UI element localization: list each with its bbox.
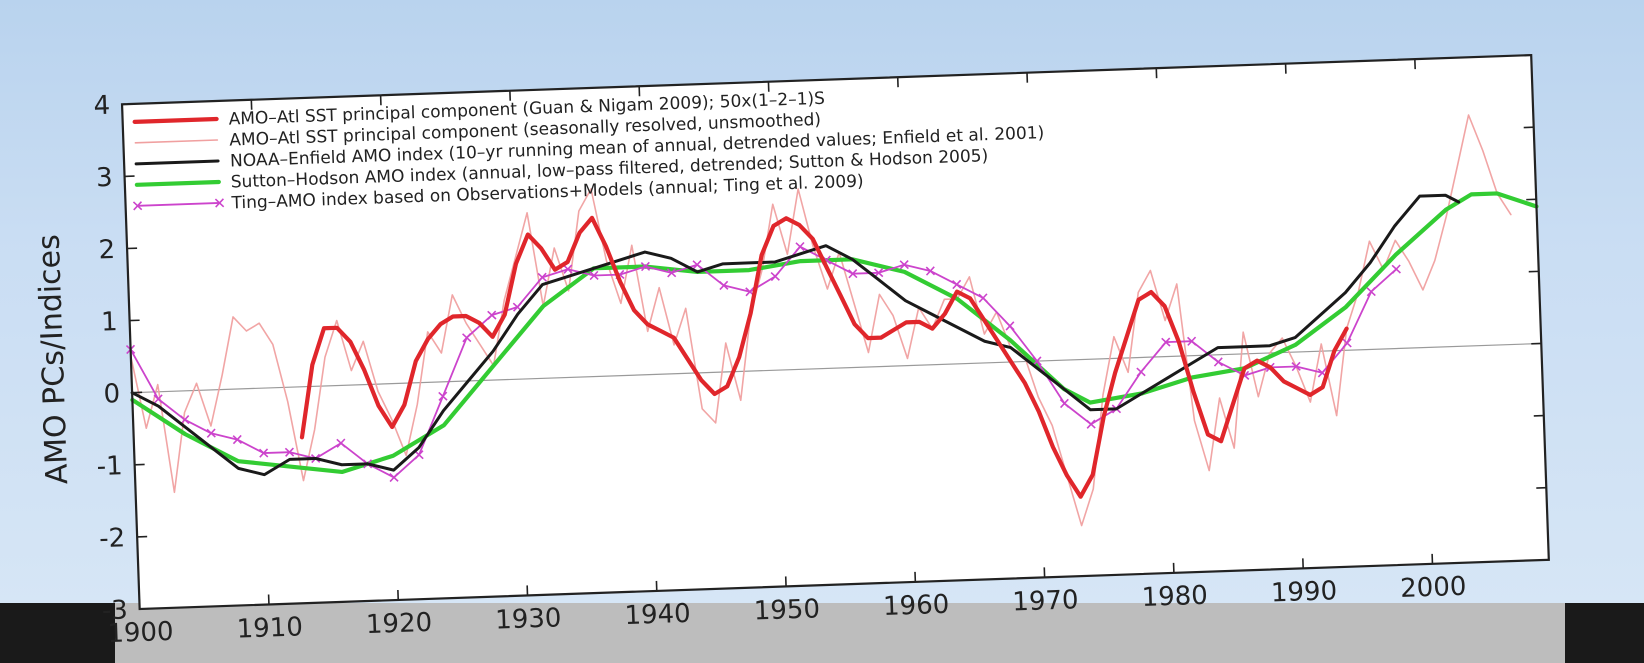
series-line-0	[299, 215, 1349, 499]
x-tick-label: 1970	[1012, 585, 1079, 617]
series-marker	[640, 261, 651, 272]
legend-swatch	[134, 139, 219, 144]
legend-marker	[214, 198, 225, 208]
y-tick-label: -3	[101, 595, 128, 626]
series-marker	[978, 293, 988, 303]
legend-swatch	[132, 116, 219, 124]
series-marker	[719, 280, 729, 291]
y-tick-label: -2	[99, 523, 126, 554]
x-tick-label: 2000	[1400, 572, 1467, 604]
series-line-3	[130, 191, 1539, 475]
plot-area	[122, 55, 1549, 609]
x-tick-label: 1990	[1270, 576, 1337, 608]
series-marker	[952, 279, 962, 290]
y-tick-label: -1	[96, 451, 123, 482]
series-marker	[1391, 264, 1401, 274]
series-line-1	[130, 114, 1512, 527]
series-marker	[873, 268, 884, 278]
plot-group: 1900 1910 1920 1930 1940 1950 1960 1970 1980 1990…	[32, 53, 1550, 649]
series-marker	[899, 259, 909, 270]
series-marker	[389, 472, 399, 483]
series-marker	[1213, 357, 1223, 367]
series-marker	[414, 450, 424, 460]
plot-frame	[120, 53, 1550, 611]
series-line-2	[130, 193, 1461, 477]
y-tick-label: 2	[98, 235, 116, 266]
series-layer	[125, 114, 1539, 527]
x-tick-label: 1960	[883, 590, 950, 622]
series-marker	[1366, 286, 1376, 297]
zero-line-layer	[132, 342, 1542, 394]
legend-swatch	[136, 202, 221, 207]
y-tick-label: 3	[96, 163, 114, 194]
x-tick-label: 1900	[107, 617, 174, 649]
series-marker	[258, 448, 269, 458]
x-tick-label: 1930	[495, 603, 562, 635]
series-marker	[1187, 336, 1197, 346]
y-axis-label: AMO PCs/Indices	[32, 234, 76, 485]
series-marker	[795, 241, 805, 252]
series-marker	[1086, 419, 1096, 429]
series-marker	[589, 270, 599, 281]
x-tick-label: 1980	[1141, 581, 1208, 613]
series-marker	[925, 266, 936, 276]
series-marker	[336, 438, 346, 448]
legend-marker	[132, 201, 143, 211]
series-marker	[848, 268, 858, 279]
series-marker	[1136, 367, 1146, 377]
series-marker	[1342, 338, 1352, 348]
legend-swatch	[134, 159, 220, 166]
series-marker	[563, 264, 573, 274]
x-tick-label: 1950	[753, 594, 820, 626]
series-marker	[153, 394, 163, 404]
series-marker	[232, 434, 242, 445]
series-marker	[537, 272, 547, 282]
series-marker	[206, 428, 216, 438]
series-marker	[1161, 337, 1171, 347]
series-marker	[438, 391, 448, 401]
lower-figure-panel	[115, 603, 1565, 663]
series-marker	[666, 268, 677, 278]
series-marker	[770, 271, 780, 282]
series-marker	[180, 415, 190, 425]
series-marker	[487, 310, 497, 320]
series-marker	[1032, 356, 1042, 366]
series-marker	[692, 259, 702, 270]
series-marker	[284, 447, 295, 457]
axis-ticks: 1900 1910 1920 1930 1940 1950 1960 1970 1980 1990…	[93, 54, 1549, 649]
series-marker	[462, 333, 472, 343]
y-tick-label: 1	[101, 307, 119, 338]
legend-swatch	[134, 179, 221, 187]
y-tick-label: 4	[93, 91, 111, 122]
y-tick-label: 0	[103, 379, 121, 410]
series-marker	[1291, 361, 1301, 372]
series-marker	[1059, 398, 1070, 409]
series-marker	[1005, 321, 1015, 331]
x-tick-label: 1940	[624, 599, 691, 631]
x-tick-label: 1910	[236, 612, 303, 644]
zero-line	[132, 342, 1542, 394]
x-tick-label: 1920	[365, 608, 432, 640]
